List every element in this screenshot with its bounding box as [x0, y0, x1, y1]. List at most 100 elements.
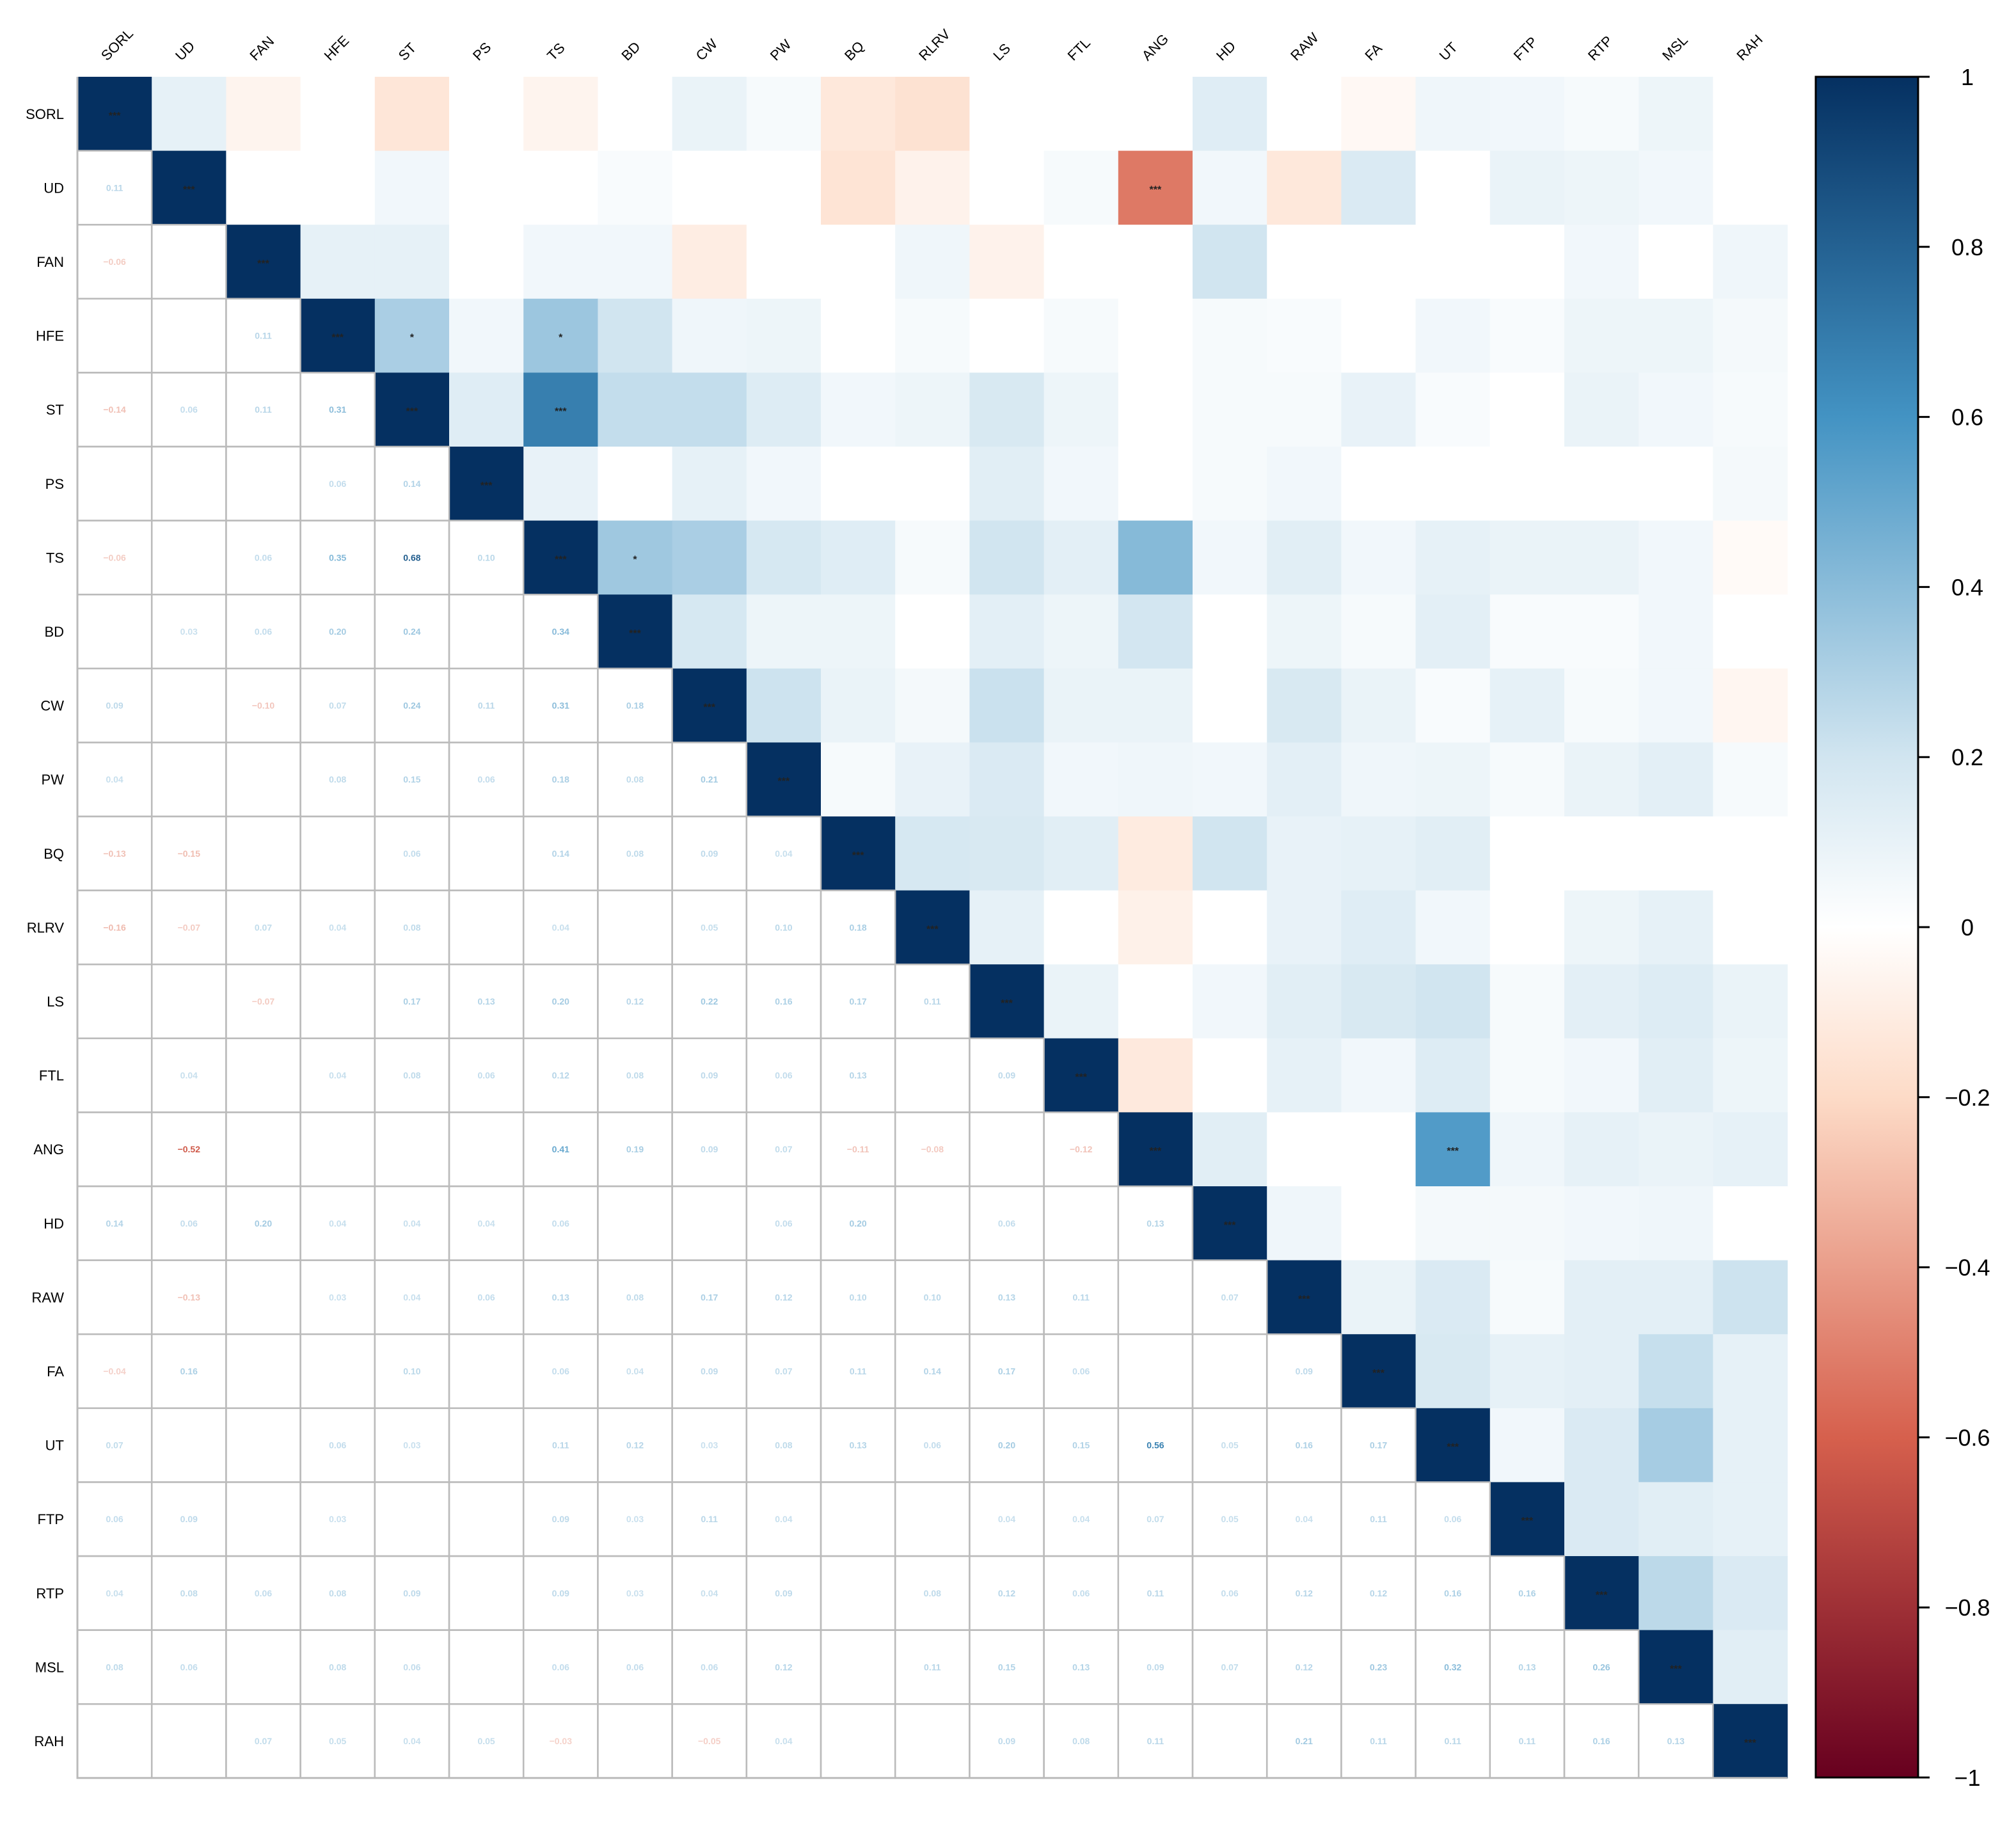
row-label-PW: PW	[42, 772, 65, 788]
cell-PS-FA	[1341, 447, 1417, 521]
cell-LS-UT	[1415, 964, 1491, 1039]
cell-ANG-RTP	[1564, 1112, 1639, 1187]
corr-label-PW-SORL: 0.04	[106, 774, 123, 784]
corr-label-UT-HD: 0.05	[1221, 1440, 1238, 1451]
cell-BQ-LS	[969, 816, 1045, 891]
col-label-RAH: RAH	[1733, 31, 1766, 64]
cell-RTP-RTP	[1564, 1556, 1639, 1631]
sig-FAN-FAN: ***	[257, 258, 269, 269]
corr-label-HD-UD: 0.06	[180, 1218, 198, 1229]
cell-BD-FTL	[1044, 594, 1119, 669]
cell-PW-PW	[746, 742, 821, 817]
cell-SORL-BD	[598, 77, 673, 152]
corr-label-FA-RLRV: 0.14	[924, 1366, 941, 1376]
cell-TS-BD	[598, 520, 673, 595]
cell-MSL-RAH	[1713, 1630, 1788, 1705]
cell-TS-LS	[969, 520, 1045, 595]
corr-label-MSL-FTP: 0.13	[1518, 1662, 1536, 1672]
grid-box-UT-FAN	[225, 1407, 301, 1483]
grid-box-ANG-SORL	[76, 1111, 153, 1188]
cell-FA-RAH	[1713, 1334, 1788, 1409]
cell-BQ-RAH	[1713, 816, 1788, 891]
col-label-FTL: FTL	[1065, 35, 1093, 63]
cell-RLRV-UT	[1415, 890, 1491, 965]
cell-SORL-LS	[969, 77, 1045, 152]
col-label-HD: HD	[1213, 38, 1239, 63]
sig-MSL-MSL: ***	[1670, 1664, 1682, 1674]
grid-box-PS-UD	[150, 445, 227, 521]
sig-UD-ANG: ***	[1150, 184, 1162, 195]
cell-ANG-FA	[1341, 1112, 1417, 1187]
corr-label-MSL-RAW: 0.12	[1296, 1662, 1313, 1672]
corr-label-TS-HFE: 0.35	[329, 552, 346, 562]
corr-label-RAH-PW: 0.04	[775, 1736, 792, 1746]
corr-label-HD-FAN: 0.20	[255, 1218, 272, 1229]
cell-ST-RLRV	[895, 372, 970, 447]
corr-label-MSL-ANG: 0.09	[1147, 1662, 1164, 1672]
cell-HFE-RLRV	[895, 298, 970, 373]
cell-FTL-FA	[1341, 1038, 1417, 1113]
cell-MSL-MSL	[1639, 1630, 1713, 1705]
row-label-MSL: MSL	[35, 1659, 64, 1675]
col-label-RLRV: RLRV	[916, 26, 953, 63]
heatmap-border	[76, 77, 1788, 1779]
corr-label-TS-PS: 0.10	[477, 552, 495, 562]
cell-FTP-FTP	[1489, 1482, 1565, 1557]
corr-label-FTP-ANG: 0.07	[1147, 1514, 1164, 1524]
cell-BD-RLRV	[895, 594, 970, 669]
cell-BQ-FTP	[1489, 816, 1565, 891]
cell-PW-RAW	[1267, 742, 1342, 817]
corr-label-ANG-UD: −0.52	[178, 1144, 201, 1154]
cell-RAW-FA	[1341, 1260, 1417, 1335]
corr-label-MSL-SORL: 0.08	[106, 1662, 123, 1672]
cell-SORL-FA	[1341, 77, 1417, 152]
cell-TS-FA	[1341, 520, 1417, 595]
cell-ST-LS	[969, 372, 1045, 447]
cell-FA-UT	[1415, 1334, 1491, 1409]
cell-PS-RAH	[1713, 447, 1788, 521]
cell-PS-FTP	[1489, 447, 1565, 521]
corr-label-ST-UD: 0.06	[180, 404, 198, 415]
corr-label-RAW-HFE: 0.03	[329, 1292, 346, 1302]
cell-BQ-RAW	[1267, 816, 1342, 891]
cell-FTL-HD	[1193, 1038, 1267, 1113]
colorbar: 1 0.8 0.6 0.4 0.2 0 −0.2 −0.4 −0.6 −0.8 −1	[1814, 64, 1990, 1791]
cell-HFE-FA	[1341, 298, 1417, 373]
grid-box-FA-HFE	[299, 1333, 376, 1410]
cell-UD-RAW	[1267, 150, 1342, 225]
corr-label-CW-PS: 0.11	[478, 701, 495, 711]
grid-box-MSL-BQ	[820, 1629, 896, 1705]
grid-box-FTP-PS	[448, 1481, 525, 1557]
cell-SORL-FTP	[1489, 77, 1565, 152]
corr-label-HD-SORL: 0.14	[106, 1218, 123, 1229]
corr-label-RTP-ST: 0.09	[403, 1588, 420, 1598]
corr-label-UT-ANG: 0.56	[1147, 1440, 1164, 1451]
cell-FTL-RTP	[1564, 1038, 1639, 1113]
corr-label-ANG-FTL: −0.12	[1070, 1144, 1093, 1154]
colorbar-tick-label: −1	[1954, 1765, 1980, 1791]
corr-label-UT-PW: 0.08	[775, 1440, 792, 1451]
cell-ST-MSL	[1639, 372, 1713, 447]
row-label-UT: UT	[45, 1438, 64, 1454]
cell-FTL-MSL	[1639, 1038, 1713, 1113]
corr-label-CW-TS: 0.31	[552, 701, 569, 711]
cell-CW-FA	[1341, 668, 1417, 743]
corr-label-BD-FAN: 0.06	[255, 626, 272, 637]
corr-label-FTL-BQ: 0.13	[849, 1070, 866, 1081]
cell-PW-RAH	[1713, 742, 1788, 817]
cell-RAW-MSL	[1639, 1260, 1713, 1335]
cell-CW-PW	[746, 668, 821, 743]
corr-label-ANG-RLRV: −0.08	[921, 1144, 944, 1154]
cell-TS-UT	[1415, 520, 1491, 595]
col-label-CW: CW	[693, 36, 721, 64]
corr-label-MSL-FTL: 0.13	[1072, 1662, 1090, 1672]
grid-box-MSL-FAN	[225, 1629, 301, 1705]
cell-CW-LS	[969, 668, 1045, 743]
cell-RAW-RAH	[1713, 1260, 1788, 1335]
corr-label-RTP-HFE: 0.08	[329, 1588, 346, 1598]
grid-box-FAN-UD	[150, 223, 227, 300]
col-label-FA: FA	[1361, 40, 1385, 64]
cell-ANG-ANG	[1118, 1112, 1193, 1187]
cell-PW-RLRV	[895, 742, 970, 817]
